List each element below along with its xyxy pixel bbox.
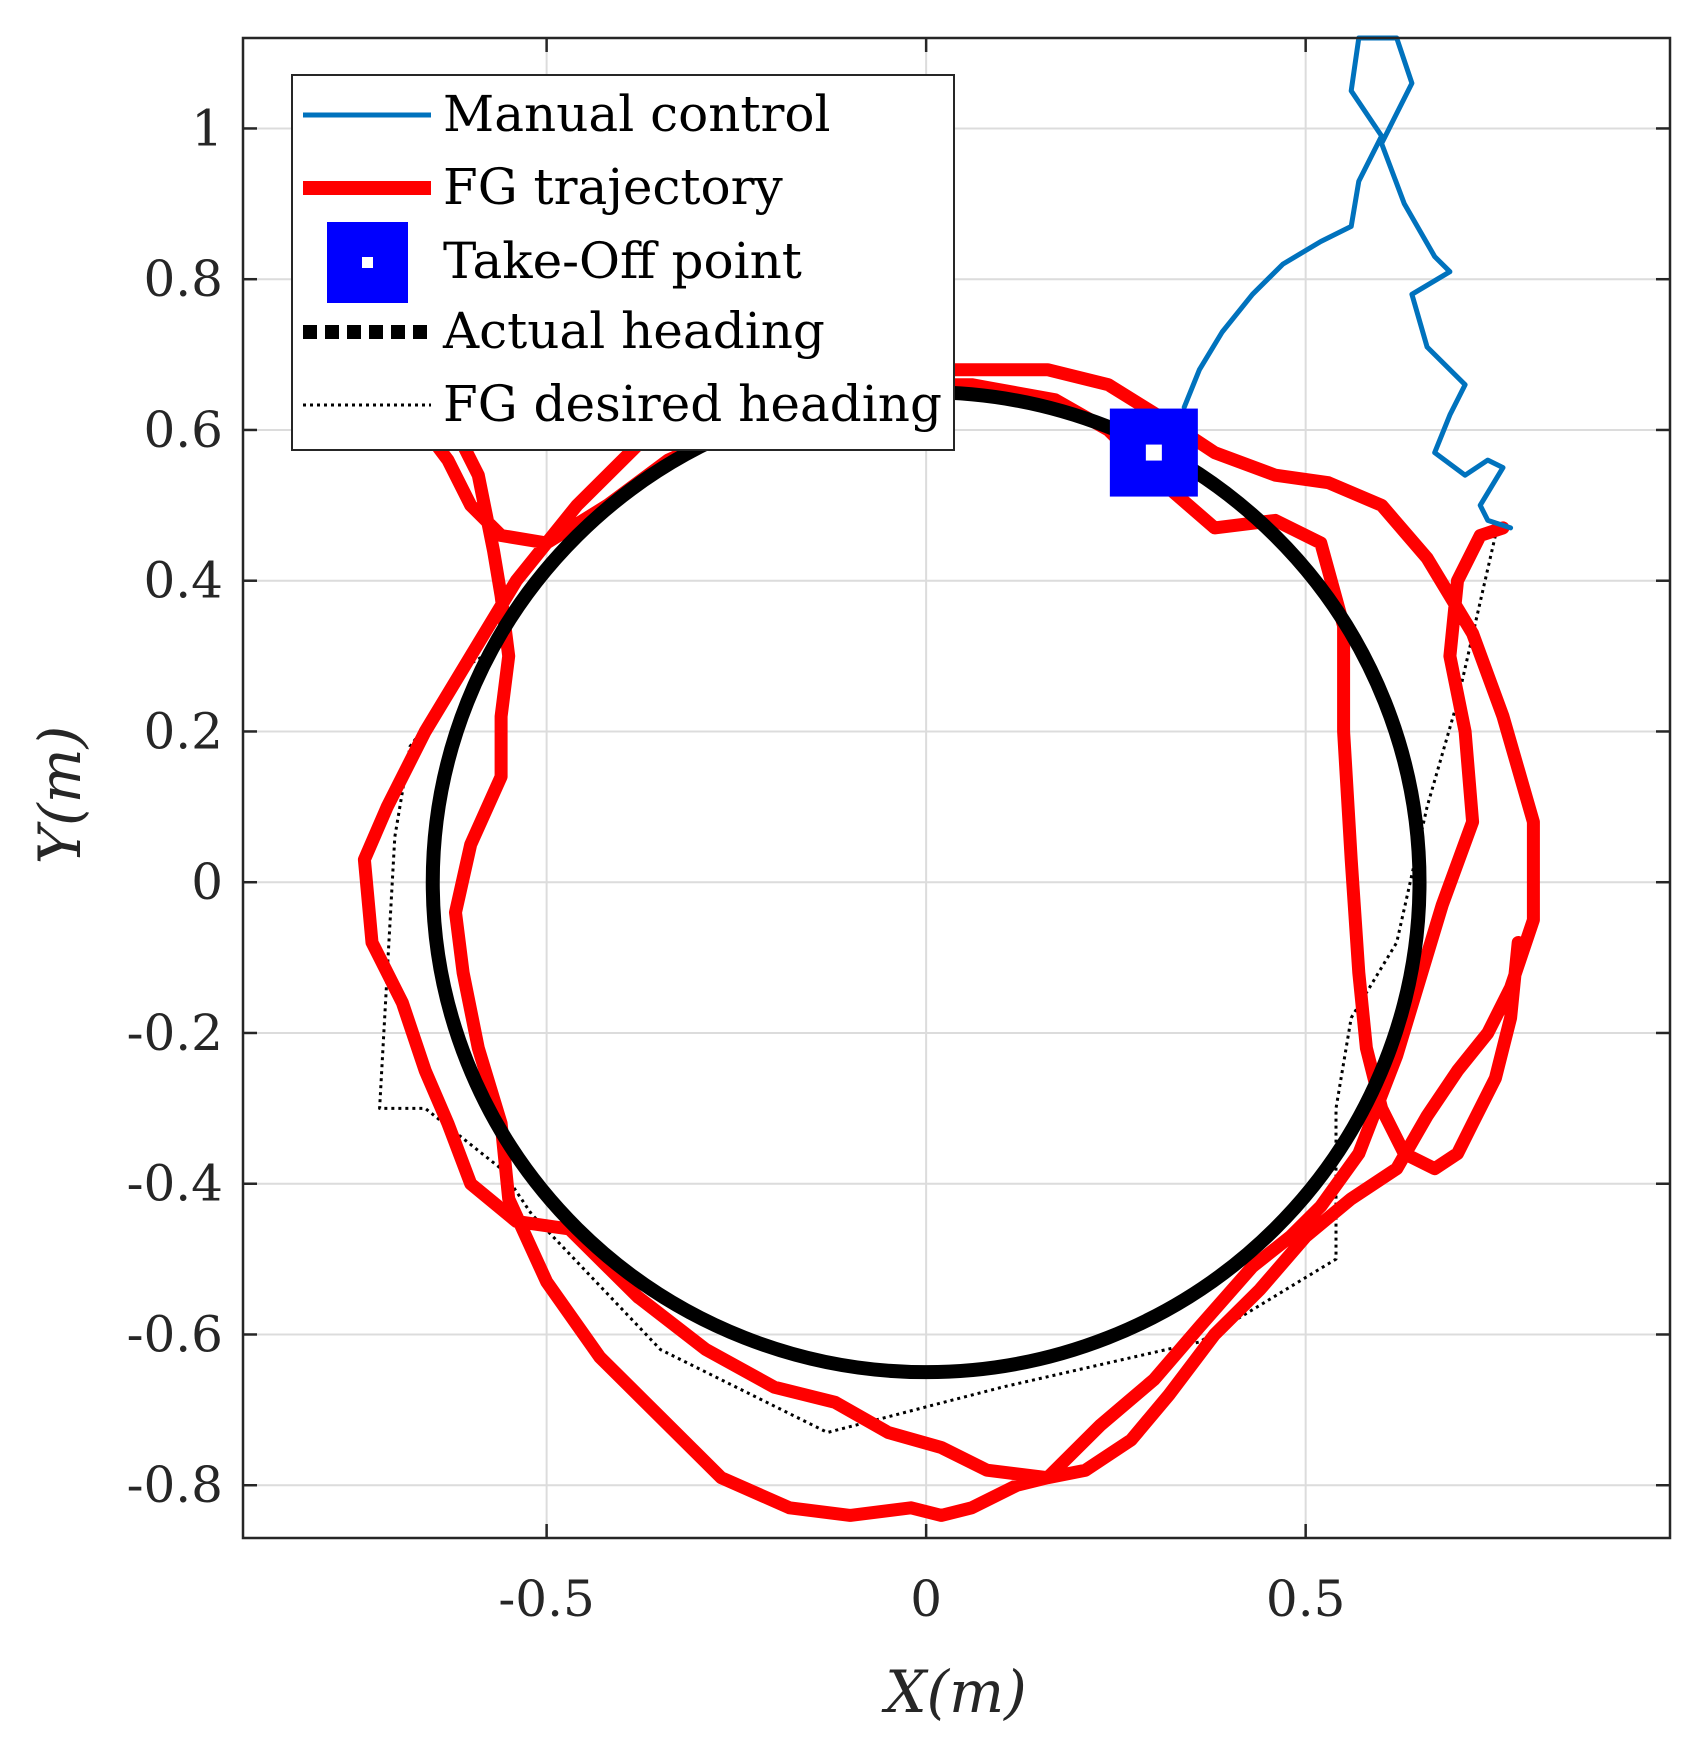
axes-box bbox=[241, 36, 1672, 1540]
y-axis-title: Y(m) bbox=[26, 726, 94, 865]
x-axis-title: X(m) bbox=[881, 1658, 1027, 1726]
x-tick-label: -0.5 bbox=[498, 1570, 594, 1628]
x-tick-label: 0 bbox=[910, 1570, 942, 1628]
legend-swatch-take-off-point-center bbox=[362, 257, 373, 268]
y-tick-label: 0.2 bbox=[143, 702, 223, 760]
y-tick-label: 0 bbox=[191, 853, 223, 911]
x-tick-label: 0.5 bbox=[1266, 1570, 1346, 1628]
legend-label-actual-heading: Actual heading bbox=[442, 302, 825, 360]
series-manual-control bbox=[1181, 35, 1514, 531]
y-tick-label: -0.6 bbox=[127, 1305, 223, 1363]
ticks bbox=[243, 38, 1670, 1538]
y-tick-label: 0.6 bbox=[143, 401, 223, 459]
tick-labels: -0.5 0 0.5 -0.8 -0.6 -0.4 -0.2 0 0.2 0.4 0.6 0.8 1 bbox=[127, 99, 1346, 1628]
y-tick-label: 0.4 bbox=[143, 552, 223, 610]
y-tick-label: -0.2 bbox=[127, 1004, 223, 1062]
legend: Manual control FG trajectory Take-Off po… bbox=[291, 74, 955, 451]
y-tick-label: 1 bbox=[191, 99, 223, 157]
y-tick-label: 0.8 bbox=[143, 250, 223, 308]
y-tick-label: -0.8 bbox=[127, 1456, 223, 1514]
legend-label-fg-trajectory: FG trajectory bbox=[443, 158, 784, 216]
legend-label-take-off-point: Take-Off point bbox=[443, 232, 802, 290]
legend-label-manual-control: Manual control bbox=[443, 85, 831, 143]
marker-take-off-point-center bbox=[1145, 444, 1162, 461]
legend-label-fg-desired-heading: FG desired heading bbox=[443, 375, 942, 433]
y-tick-label: -0.4 bbox=[127, 1155, 223, 1213]
